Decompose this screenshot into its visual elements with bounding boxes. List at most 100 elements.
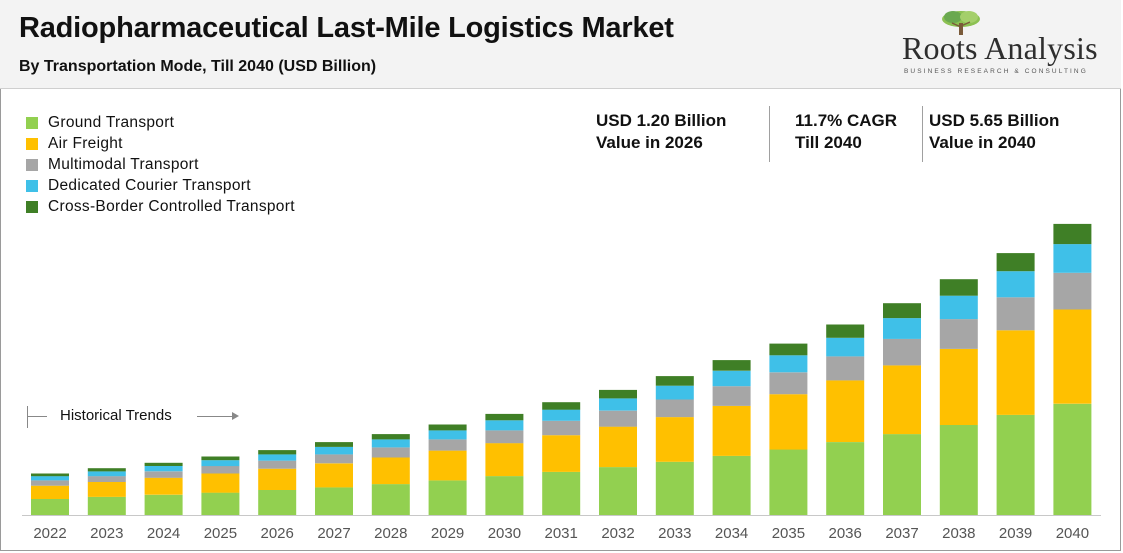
bar-segment	[428, 439, 467, 451]
bar-segment	[258, 468, 297, 490]
bar-segment	[371, 484, 410, 515]
bar-segment	[31, 473, 69, 477]
legend-swatch	[26, 137, 38, 150]
bar-segment	[201, 473, 240, 493]
stat-divider	[769, 106, 770, 162]
x-tick-label: 2024	[147, 525, 180, 542]
bar-segment	[371, 447, 410, 458]
bar-segment	[315, 446, 353, 455]
x-tick-label: 2030	[488, 525, 521, 542]
bar-segment	[428, 450, 467, 481]
bar-segment	[144, 466, 183, 472]
bar-segment	[87, 482, 126, 497]
x-tick-label: 2025	[204, 525, 237, 542]
bar-segment	[996, 271, 1035, 298]
bar-segment	[31, 499, 69, 515]
legend-swatch	[26, 116, 38, 129]
bar-segment	[144, 494, 183, 515]
bar-segment	[883, 338, 921, 366]
bar-segment	[1053, 272, 1092, 310]
bar-segment	[428, 480, 467, 515]
x-tick-label: 2026	[261, 525, 294, 542]
stat-cagr: 11.7% CAGR Till 2040	[795, 110, 897, 154]
stat-line: USD 5.65 Billion	[929, 111, 1060, 130]
bar-segment	[883, 318, 921, 339]
x-tick-label: 2032	[601, 525, 634, 542]
bar-segment	[371, 457, 410, 485]
x-tick-label: 2029	[431, 525, 464, 542]
bar-segment	[258, 460, 297, 469]
bar-segment	[31, 476, 69, 481]
bar-segment	[712, 360, 751, 371]
page-title: Radiopharmaceutical Last-Mile Logistics …	[19, 12, 674, 44]
bar-segment	[371, 439, 410, 448]
bar-segment	[769, 449, 808, 515]
bar-segment	[599, 410, 637, 427]
bar-segment	[655, 461, 694, 515]
stat-line: Value in 2040	[929, 133, 1036, 152]
x-tick-label: 2040	[1056, 525, 1089, 542]
bar-segment	[31, 480, 69, 486]
legend-label: Ground Transport	[48, 113, 175, 131]
annotation-tick	[27, 406, 28, 428]
legend-item: Cross-Border Controlled Transport	[26, 196, 295, 217]
logo-name: Roots Analysis	[902, 30, 1098, 66]
bar-segment	[599, 389, 637, 399]
x-tick-label: 2035	[772, 525, 805, 542]
bar-segment	[655, 399, 694, 418]
bar-segment	[883, 365, 921, 435]
bar-segment	[201, 466, 240, 474]
bar-segment	[87, 476, 126, 482]
legend-label: Dedicated Courier Transport	[48, 176, 251, 194]
x-tick-label: 2023	[90, 525, 123, 542]
page-subtitle: By Transportation Mode, Till 2040 (USD B…	[19, 58, 377, 75]
bar-segment	[769, 394, 808, 450]
legend-item: Dedicated Courier Transport	[26, 175, 295, 196]
bar-segment	[315, 487, 353, 515]
legend-swatch	[26, 158, 38, 171]
bar-segment	[769, 355, 808, 373]
annotation-line	[197, 416, 233, 417]
tree-icon	[942, 11, 980, 35]
bar-segment	[1053, 403, 1092, 515]
bar-segment	[542, 402, 581, 410]
bar-segment	[883, 303, 921, 319]
bar-segment	[599, 426, 637, 468]
bar-segment	[599, 467, 637, 515]
bar-segment	[31, 485, 69, 499]
bar-segment	[655, 376, 694, 386]
legend-item: Ground Transport	[26, 112, 295, 133]
legend-label: Multimodal Transport	[48, 155, 199, 173]
bar-segment	[1053, 223, 1092, 245]
bar-segment	[712, 405, 751, 456]
bar-segment	[87, 468, 126, 472]
stat-line: USD 1.20 Billion	[596, 111, 727, 130]
bar-segment	[201, 460, 240, 467]
historical-trends-annotation: Historical Trends	[25, 404, 240, 428]
legend-label: Cross-Border Controlled Transport	[48, 197, 295, 215]
bar-segment	[939, 348, 978, 425]
bar-segment	[201, 456, 240, 461]
bar-segment	[939, 425, 978, 515]
arrow-right-icon	[232, 412, 239, 420]
historical-trends-label: Historical Trends	[60, 407, 172, 424]
legend-label: Air Freight	[48, 134, 123, 152]
bar-segment	[315, 454, 353, 464]
x-tick-label: 2039	[999, 525, 1032, 542]
bar-segment	[996, 253, 1035, 272]
bar-segment	[485, 430, 524, 444]
bar-segment	[769, 343, 808, 356]
bar-segment	[258, 450, 297, 455]
bar-segment	[144, 462, 183, 466]
bar-segment	[542, 420, 581, 436]
stat-line: Till 2040	[795, 133, 862, 152]
bar-segment	[1053, 244, 1092, 273]
bar-segment	[712, 455, 751, 515]
x-tick-label: 2036	[829, 525, 862, 542]
bar-segment	[87, 471, 126, 477]
bar-segment	[939, 279, 978, 296]
bar-segment	[826, 380, 865, 442]
annotation-line	[27, 416, 47, 417]
bar-segment	[201, 492, 240, 515]
legend-swatch	[26, 200, 38, 213]
